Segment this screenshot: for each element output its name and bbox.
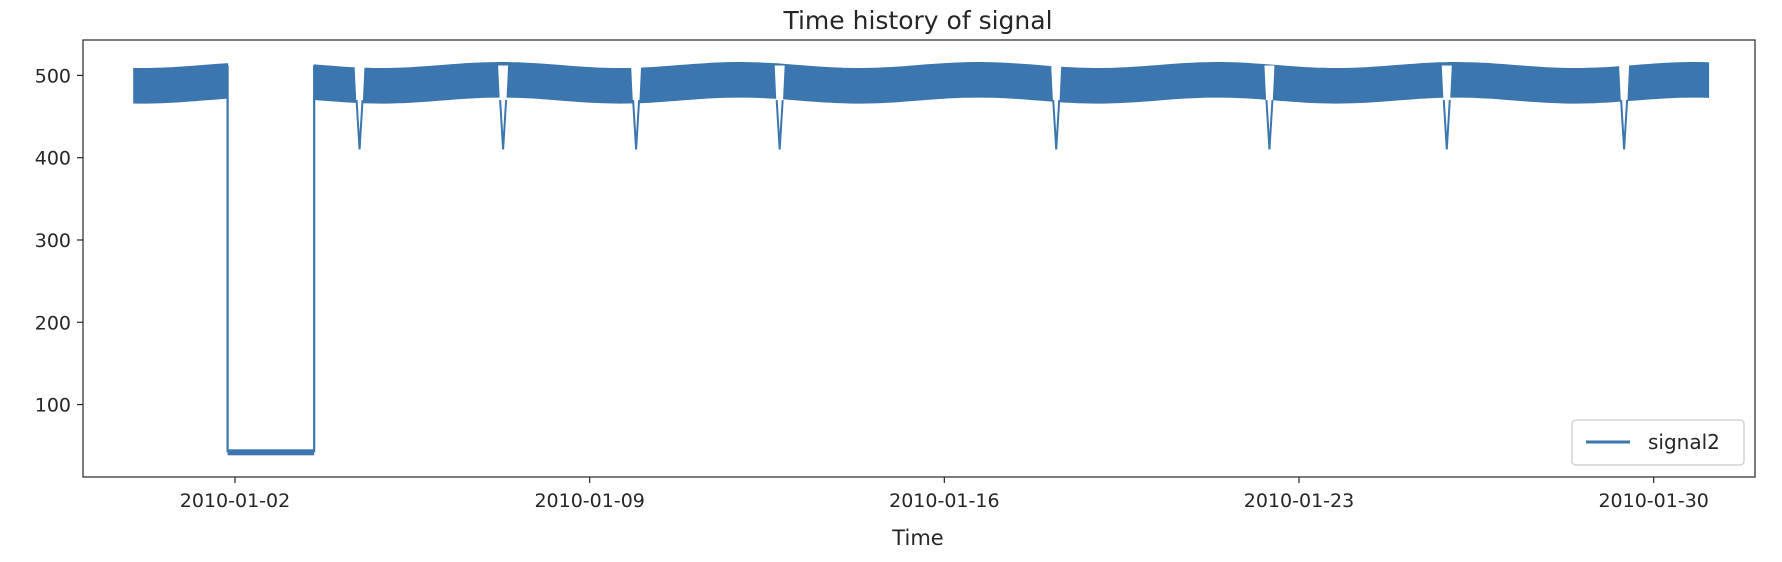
axes: 100 200 300 400 500 2010-01-02 2010-01-09 2010-…	[35, 39, 1756, 512]
signal-dip	[1265, 100, 1274, 150]
dip-gap	[354, 65, 365, 150]
x-tick-label: 2010-01-02	[180, 490, 290, 512]
dip-gap	[1441, 65, 1452, 150]
signal-dip	[1442, 100, 1451, 150]
x-axis-label: Time	[891, 526, 943, 550]
x-tick-label: 2010-01-16	[889, 490, 999, 512]
signal-dip	[1052, 100, 1061, 150]
chart-title: Time history of signal	[782, 6, 1052, 35]
signal-dip	[775, 100, 784, 150]
signal-band	[313, 62, 1710, 104]
x-tick-label: 2010-01-09	[534, 490, 644, 512]
legend-label: signal2	[1648, 430, 1720, 454]
dip-gap	[1051, 65, 1062, 150]
y-tick-label: 300	[35, 230, 71, 252]
legend: signal2	[1571, 419, 1745, 466]
dip-gap	[631, 65, 642, 150]
y-tick-label: 100	[35, 395, 71, 417]
plot-frame	[82, 39, 1756, 478]
signal-band	[133, 63, 229, 104]
plot-area	[133, 62, 1710, 456]
y-tick-label: 400	[35, 148, 71, 170]
y-tick-label: 200	[35, 312, 71, 334]
dip-gap	[1264, 65, 1275, 150]
signal-dip	[499, 100, 508, 150]
dip-gap	[774, 65, 785, 150]
dip-gap	[1619, 65, 1630, 150]
x-tick-label: 2010-01-23	[1244, 490, 1354, 512]
low-segment	[227, 449, 315, 456]
signal-dip	[632, 100, 641, 150]
signal-dip	[355, 100, 364, 150]
dip-gap	[498, 65, 509, 150]
x-tick-label: 2010-01-30	[1598, 490, 1708, 512]
signal-dip	[1620, 100, 1629, 150]
y-tick-label: 500	[35, 65, 71, 87]
legend-box	[1571, 419, 1745, 466]
